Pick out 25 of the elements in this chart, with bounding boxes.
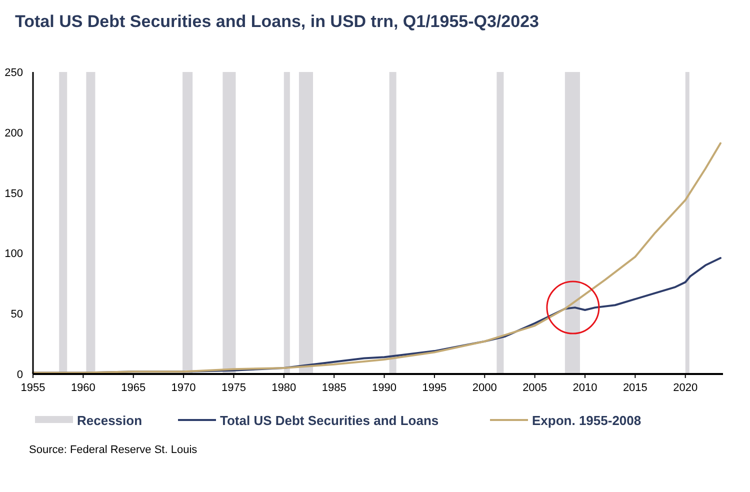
x-tick-label: 2015 bbox=[622, 382, 648, 394]
y-tick-label: 200 bbox=[4, 127, 23, 140]
x-tick-label: 2010 bbox=[572, 382, 598, 394]
x-tick-label: 1985 bbox=[322, 382, 346, 394]
legend-label: Recession bbox=[77, 413, 142, 428]
x-tick-label: 2020 bbox=[673, 382, 698, 394]
y-tick-label: 100 bbox=[4, 248, 23, 260]
x-tick-label: 1995 bbox=[422, 382, 447, 394]
y-tick-label: 0 bbox=[16, 369, 23, 381]
source-note: Source: Federal Reserve St. Louis bbox=[29, 444, 198, 456]
y-tick-label: 150 bbox=[4, 188, 23, 200]
x-tick-label: 2005 bbox=[522, 382, 548, 394]
x-tick-label: 1965 bbox=[121, 382, 146, 394]
x-tick-label: 1980 bbox=[272, 382, 296, 394]
y-tick-label: 250 bbox=[4, 67, 23, 79]
legend-label: Expon. 1955-2008 bbox=[532, 413, 642, 428]
x-tick-label: 1955 bbox=[20, 382, 46, 394]
x-tick-label: 1960 bbox=[70, 382, 96, 394]
legend-label: Total US Debt Securities and Loans bbox=[220, 413, 439, 428]
x-tick-label: 1975 bbox=[221, 382, 246, 394]
chart-title: Total US Debt Securities and Loans, in USD trn, Q1/1955-Q3/2023 bbox=[15, 12, 540, 31]
x-tick-label: 1990 bbox=[372, 382, 397, 394]
x-tick-label: 1970 bbox=[171, 382, 196, 394]
x-tick-label: 2000 bbox=[472, 382, 497, 394]
y-tick-label: 50 bbox=[10, 308, 23, 321]
